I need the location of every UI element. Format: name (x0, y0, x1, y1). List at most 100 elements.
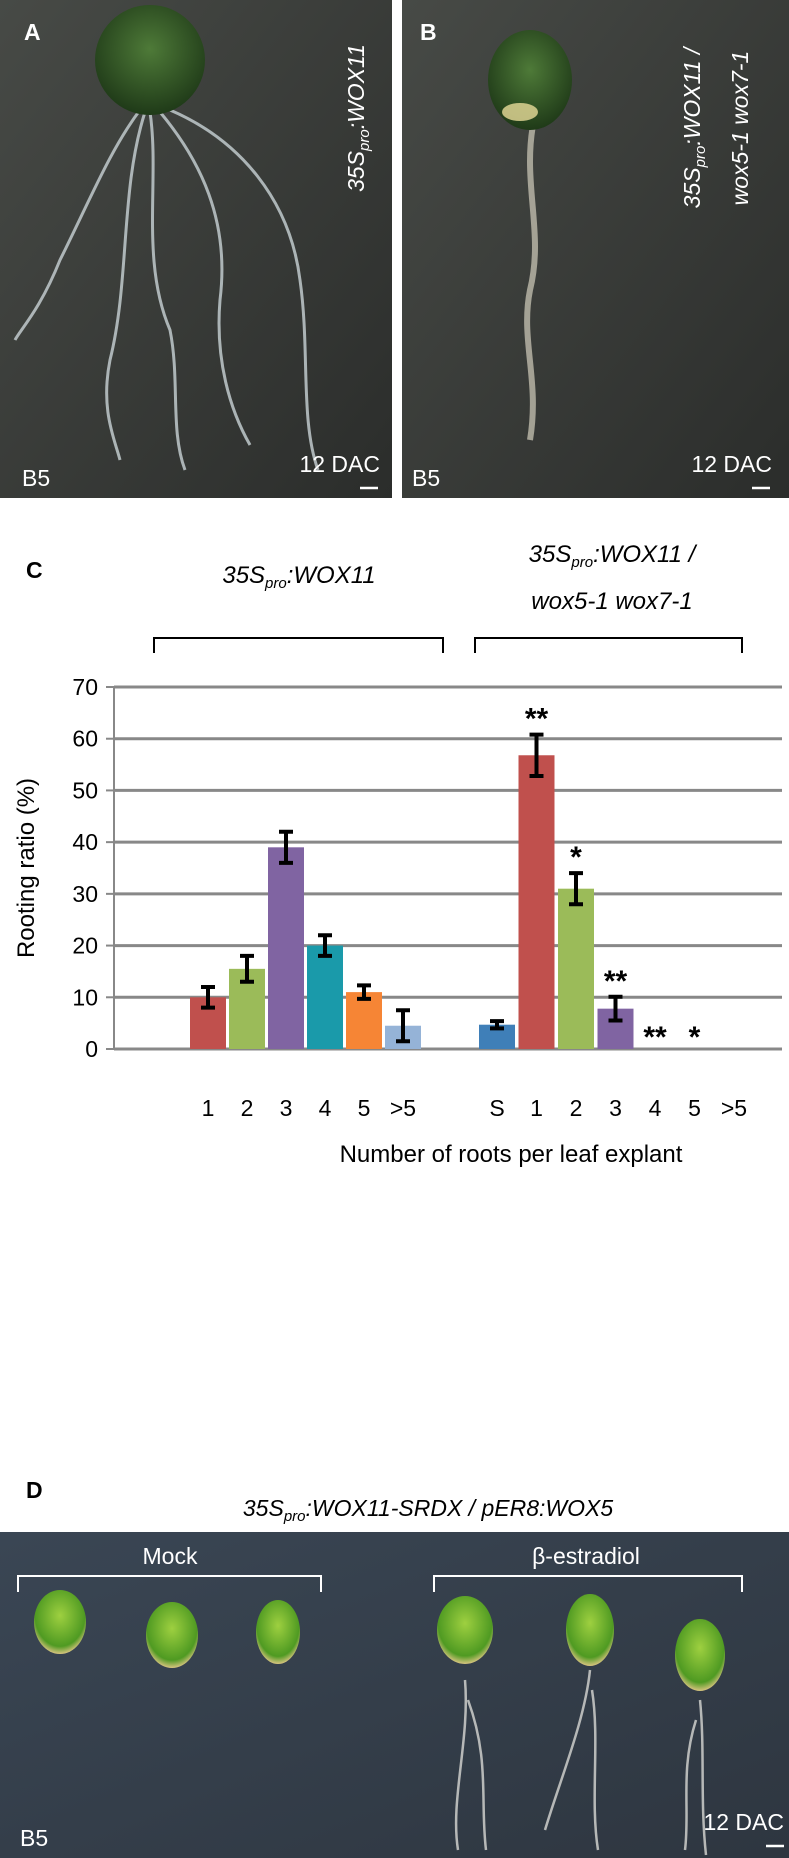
x-tick-label: 2 (241, 1095, 254, 1121)
panel-b: B 35Spro:WOX11 / wox5-1 wox7-1 B5 12 DAC (402, 0, 789, 498)
panel-d: D 35Spro:WOX11-SRDX / pER8:WOX5 Mock β-e… (0, 1477, 789, 1858)
error-bar (279, 829, 293, 865)
leaves (34, 1590, 725, 1691)
group-title: 35Spro:WOX11 / (529, 541, 698, 571)
y-tick-label: 0 (85, 1036, 98, 1062)
text: 35S (343, 150, 369, 192)
text: 35S (243, 1495, 285, 1521)
significance: ** (643, 1021, 667, 1054)
leaf (437, 1596, 493, 1664)
text: 35S (529, 541, 572, 568)
bar (558, 888, 594, 1049)
x-tick-label: 4 (319, 1095, 332, 1121)
x-tick-label: >5 (390, 1095, 416, 1121)
x-tick-label: >5 (721, 1095, 747, 1121)
text: 35S (222, 562, 265, 589)
treatment-label: β-estradiol (532, 1543, 640, 1569)
y-tick-label: 10 (72, 984, 98, 1010)
text: pro (356, 129, 373, 152)
bracket (433, 1575, 743, 1592)
panel-label: D (26, 1477, 43, 1503)
text: pro (570, 554, 593, 571)
significance: ** (525, 703, 549, 736)
y-tick-label: 30 (72, 881, 98, 907)
bracket (474, 637, 743, 653)
panel-label: A (24, 19, 41, 45)
text: wox5-1 wox7-1 (531, 588, 692, 615)
error-bar (490, 1019, 504, 1031)
error-bar (318, 933, 332, 958)
bracket (17, 1575, 322, 1592)
panel-label: C (26, 557, 43, 583)
text: pro (283, 1508, 306, 1525)
callus (502, 103, 538, 121)
text: :WOX11-SRDX / pER8:WOX5 (306, 1495, 614, 1521)
bar (346, 992, 382, 1049)
panel-label: B (420, 19, 437, 45)
error-bar (529, 732, 544, 778)
text: 35S (679, 167, 705, 209)
y-tick-label: 50 (72, 777, 98, 803)
y-tick-label: 20 (72, 933, 98, 959)
x-axis-label: Number of roots per leaf explant (340, 1141, 683, 1168)
leaf (256, 1600, 300, 1664)
error-bar (569, 871, 583, 907)
y-tick-label: 40 (72, 829, 98, 855)
text: :WOX11 / (679, 45, 705, 146)
x-tick-label: 1 (202, 1095, 215, 1121)
genotype: wox5-1 wox7-1 (727, 51, 753, 206)
bracket (153, 637, 444, 653)
leaf (34, 1590, 86, 1654)
text: :WOX11 / (593, 541, 698, 568)
error-bar (240, 953, 254, 984)
y-tick-label: 60 (72, 726, 98, 752)
x-tick-label: 2 (570, 1095, 583, 1121)
significance: * (570, 841, 582, 874)
roots (454, 1669, 708, 1856)
significance: ** (604, 965, 628, 998)
y-tick-label: 70 (72, 674, 98, 700)
bar (518, 755, 555, 1049)
panel-c: C 0 10 20 30 40 50 60 70 Rooting ratio (%) Number… (13, 541, 782, 1168)
time: 12 DAC (703, 1809, 784, 1835)
medium: B5 (22, 465, 50, 491)
x-tick-label: S (489, 1095, 504, 1121)
leaf (675, 1619, 725, 1691)
medium: B5 (20, 1825, 48, 1851)
error-bar (396, 1008, 410, 1044)
text: :WOX11 (343, 44, 369, 129)
genotype: 35Spro:WOX11 / (679, 45, 709, 208)
genotype: 35Spro:WOX11 (343, 44, 373, 192)
panel-a: A 35Spro:WOX11 B5 12 DAC (0, 0, 392, 498)
group-title: 35Spro:WOX11 (222, 562, 375, 592)
x-tick-label: 5 (688, 1095, 701, 1121)
bar (268, 847, 304, 1049)
leaf (146, 1602, 198, 1668)
leaf (95, 5, 205, 115)
text: pro (264, 575, 287, 592)
x-tick-label: 5 (358, 1095, 371, 1121)
error-bar (357, 983, 371, 1001)
error-bar (608, 994, 623, 1023)
time: 12 DAC (299, 451, 380, 477)
x-tick-label: 1 (530, 1095, 543, 1121)
panel-title: 35Spro:WOX11-SRDX / pER8:WOX5 (243, 1495, 613, 1525)
x-tick-label: 3 (280, 1095, 293, 1121)
photo (402, 0, 789, 498)
text: :WOX11 (287, 562, 376, 589)
x-tick-label: 3 (609, 1095, 622, 1121)
treatment-label: Mock (143, 1543, 198, 1569)
leaf (566, 1594, 614, 1666)
significance: * (689, 1021, 701, 1054)
error-bar (201, 984, 215, 1010)
time: 12 DAC (691, 451, 772, 477)
root (524, 114, 538, 441)
roots (13, 108, 320, 471)
group-title: wox5-1 wox7-1 (531, 588, 692, 615)
medium: B5 (412, 465, 440, 491)
text: pro (692, 146, 709, 169)
y-axis-label: Rooting ratio (%) (13, 778, 40, 958)
bar (307, 945, 343, 1049)
